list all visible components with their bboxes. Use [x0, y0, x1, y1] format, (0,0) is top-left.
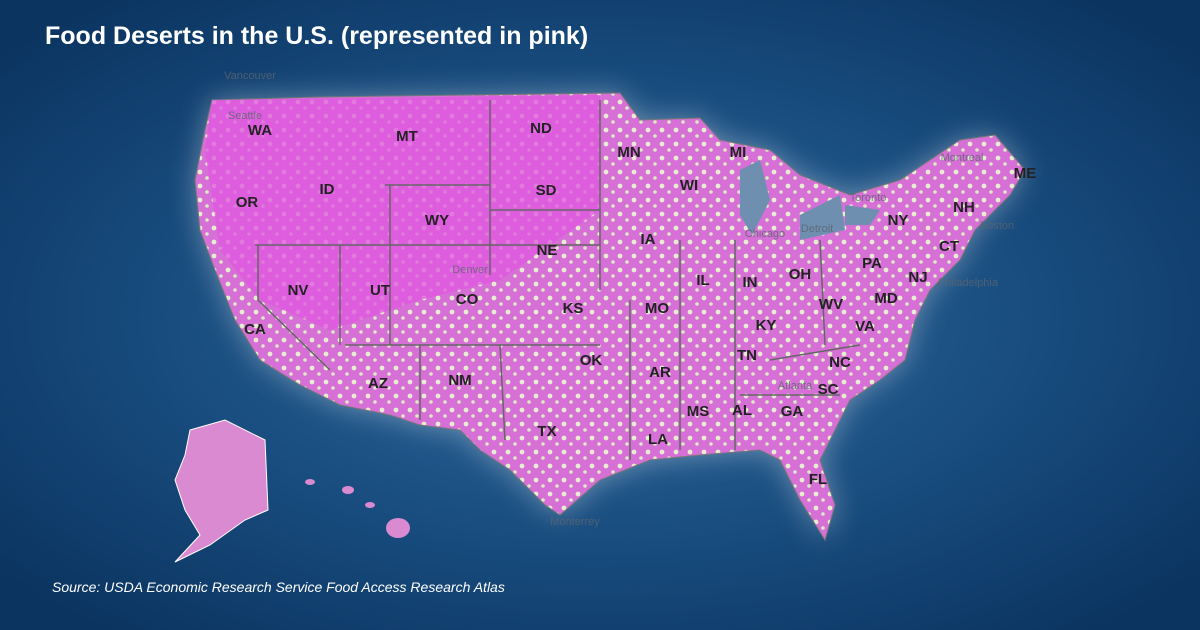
state-label: OK — [580, 352, 603, 369]
state-label: AL — [732, 402, 752, 419]
city-label: Philadelphia — [938, 277, 999, 289]
state-label: MN — [617, 144, 640, 161]
city-label: Toronto — [850, 192, 887, 204]
hawaii — [305, 479, 410, 538]
city-label: Montreal — [941, 152, 984, 164]
state-label: NJ — [908, 269, 927, 286]
state-label: OR — [236, 194, 259, 211]
state-borders — [255, 100, 861, 460]
state-label: WY — [425, 212, 449, 229]
city-label: Chicago — [745, 228, 785, 240]
city-label: Atlanta — [778, 380, 813, 392]
state-label: NH — [953, 199, 975, 216]
state-label: OH — [789, 266, 812, 283]
state-label: AR — [649, 364, 671, 381]
state-label: ME — [1014, 165, 1037, 182]
state-label: IA — [641, 231, 656, 248]
state-label: NM — [448, 372, 471, 389]
source: Source: USDA Economic Research Service F… — [52, 579, 505, 595]
state-label: CT — [939, 238, 959, 255]
state-label: AZ — [368, 375, 388, 392]
state-label: TN — [737, 347, 757, 364]
state-label: KY — [756, 317, 777, 334]
state-label: MI — [730, 144, 747, 161]
city-label: Seattle — [228, 110, 262, 122]
city-label: Denver — [452, 264, 488, 276]
state-label: UT — [370, 282, 390, 299]
state-label: WA — [248, 122, 272, 139]
state-label: NC — [829, 354, 851, 371]
city-label: Monterrey — [550, 516, 600, 528]
great-lakes — [740, 160, 880, 240]
state-label: VA — [855, 318, 875, 335]
state-label: MS — [687, 403, 710, 420]
state-label: GA — [781, 403, 804, 420]
state-label: WV — [819, 296, 843, 313]
state-label: SD — [536, 182, 557, 199]
state-label: IL — [696, 272, 709, 289]
state-label: ID — [320, 181, 335, 198]
state-label: TX — [537, 423, 556, 440]
title: Food Deserts in the U.S. (represented in… — [45, 22, 588, 50]
state-label: IN — [743, 274, 758, 291]
state-label: WI — [680, 177, 698, 194]
west-region — [205, 95, 600, 330]
state-label: MO — [645, 300, 669, 317]
state-label: SC — [818, 381, 839, 398]
state-label: PA — [862, 255, 882, 272]
state-label: NE — [537, 242, 558, 259]
alaska — [174, 419, 269, 563]
state-label: MT — [396, 128, 418, 145]
state-label: MD — [874, 290, 897, 307]
state-label: CO — [456, 291, 479, 308]
state-label: LA — [648, 431, 668, 448]
state-label: KS — [563, 300, 584, 317]
city-label: Detroit — [801, 223, 833, 235]
state-label: NY — [888, 212, 909, 229]
state-label: CA — [244, 321, 266, 338]
state-label: FL — [809, 471, 827, 488]
state-label: NV — [288, 282, 309, 299]
city-label: Boston — [980, 220, 1014, 232]
city-label: Vancouver — [224, 70, 276, 82]
state-label: ND — [530, 120, 552, 137]
